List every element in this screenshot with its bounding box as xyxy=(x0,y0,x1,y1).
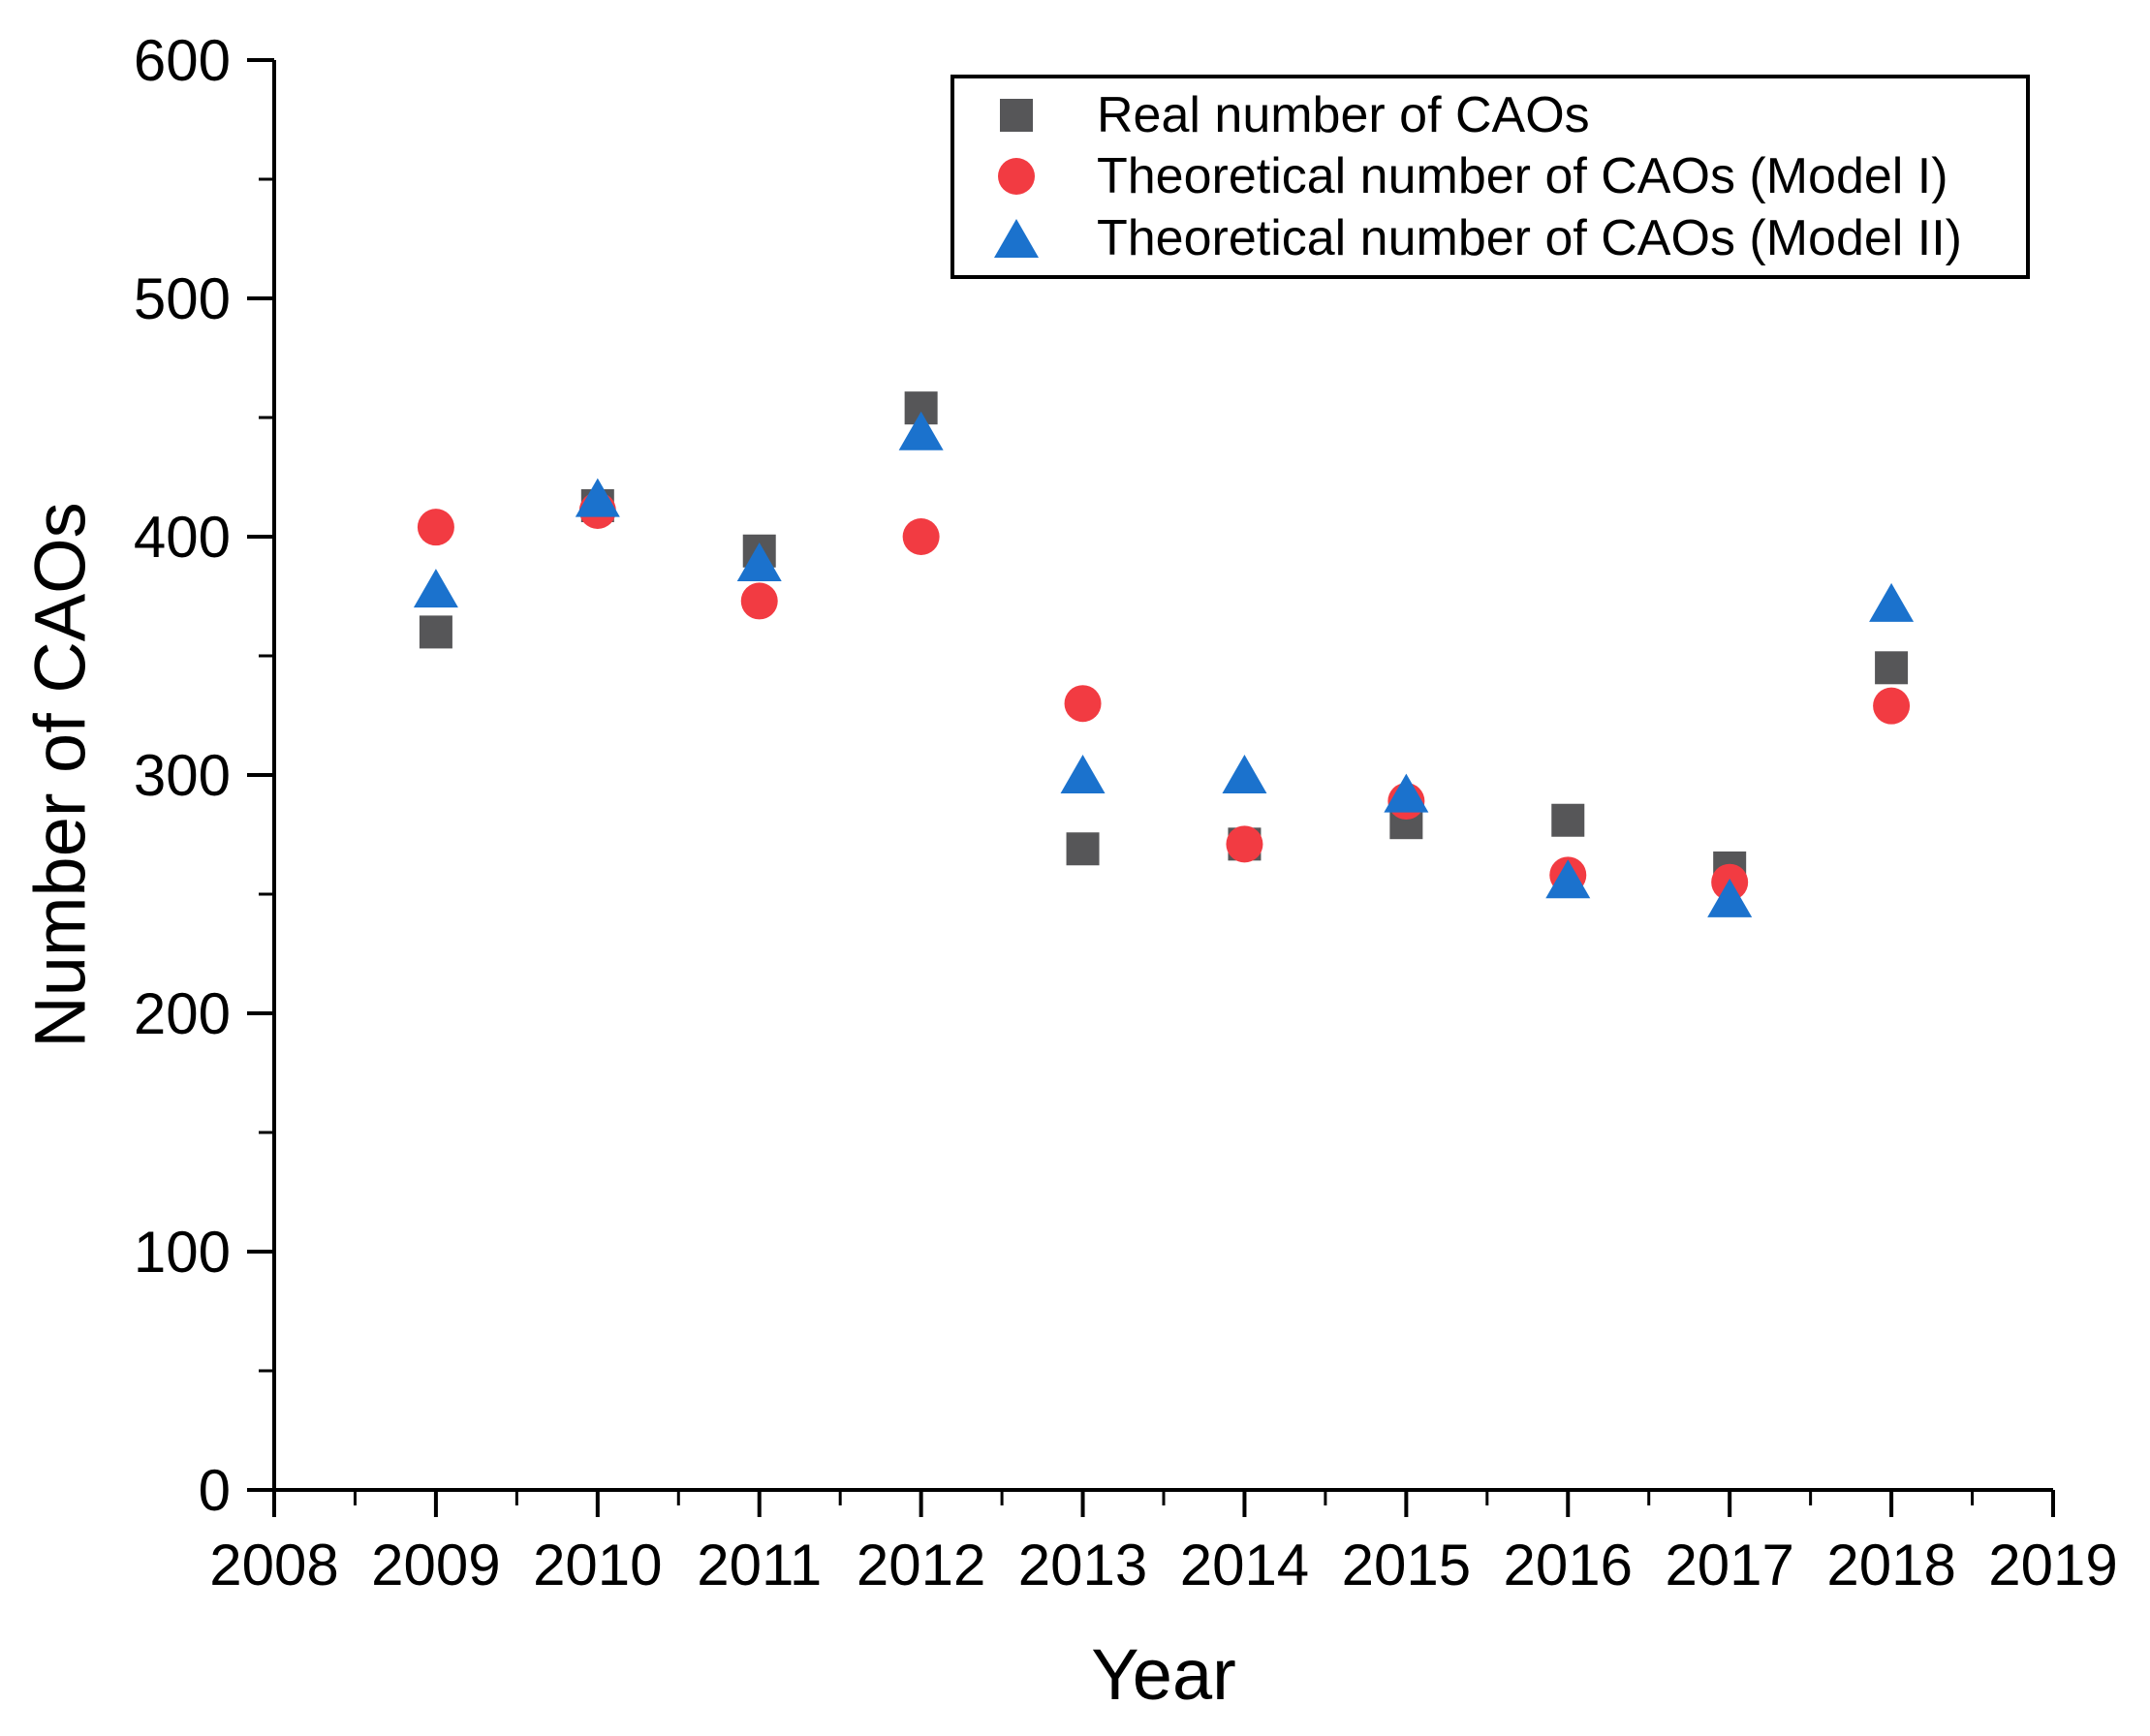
triangle-marker-2014 xyxy=(1222,755,1267,793)
triangle-marker-icon xyxy=(994,219,1039,259)
y-tick-label-0: 0 xyxy=(199,1458,231,1523)
circle-marker-2013 xyxy=(1064,685,1102,723)
square-marker-2018 xyxy=(1875,651,1909,685)
legend-item-model-2: Theoretical number of CAOs (Model II) xyxy=(954,209,2026,267)
triangle-marker-2018 xyxy=(1869,582,1915,622)
x-tick-label-2018: 2018 xyxy=(1826,1533,1955,1597)
x-tick-label-2012: 2012 xyxy=(857,1533,985,1597)
x-tick-label-2010: 2010 xyxy=(533,1533,662,1597)
y-tick-label-400: 400 xyxy=(134,505,231,570)
y-tick-label-500: 500 xyxy=(134,266,231,331)
y-tick-labels: 0 100 200 300 400 500 600 xyxy=(134,28,231,1523)
legend-item-model-1: Theoretical number of CAOs (Model I) xyxy=(954,147,2026,205)
legend-marker-box xyxy=(994,93,1039,138)
x-tick-label-2017: 2017 xyxy=(1665,1533,1793,1597)
x-tick-label-2013: 2013 xyxy=(1018,1533,1147,1597)
x-tick-label-2008: 2008 xyxy=(209,1533,338,1597)
x-tick-label-2014: 2014 xyxy=(1180,1533,1309,1597)
y-tick-label-100: 100 xyxy=(134,1220,231,1285)
triangle-marker-2013 xyxy=(1060,755,1106,793)
square-marker-2013 xyxy=(1066,832,1100,866)
data-points xyxy=(413,391,1915,917)
x-tick-label-2011: 2011 xyxy=(697,1533,822,1597)
x-tick-labels: 2008 2009 2010 2011 2012 2013 2014 2015 2016 2017… xyxy=(209,1533,2117,1597)
legend-item-label: Theoretical number of CAOs (Model II) xyxy=(1097,210,1962,267)
circle-marker-2014 xyxy=(1226,825,1263,863)
square-marker-icon xyxy=(1000,98,1033,132)
circle-marker-2011 xyxy=(740,582,778,620)
y-tick-label-300: 300 xyxy=(134,743,231,808)
circle-marker-2009 xyxy=(417,509,454,546)
legend-marker-box xyxy=(994,216,1039,261)
circle-marker-2018 xyxy=(1873,687,1911,725)
x-tick-label-2015: 2015 xyxy=(1342,1533,1471,1597)
legend: Real number of CAOs Theoretical number o… xyxy=(950,75,2030,279)
square-marker-2009 xyxy=(419,615,452,649)
triangle-marker-2017 xyxy=(1707,878,1753,917)
x-tick-label-2016: 2016 xyxy=(1504,1533,1633,1597)
y-tick-label-200: 200 xyxy=(134,981,231,1046)
y-axis-title: Number of CAOs xyxy=(19,502,101,1048)
legend-item-label: Real number of CAOs xyxy=(1097,86,1590,143)
y-tick-label-600: 600 xyxy=(134,28,231,93)
x-axis-ticks xyxy=(272,1490,2055,1517)
legend-marker-box xyxy=(994,154,1039,199)
square-marker-2016 xyxy=(1551,803,1585,837)
circle-marker-2012 xyxy=(902,518,940,555)
triangle-marker-2009 xyxy=(413,569,458,608)
y-axis-ticks xyxy=(247,58,274,1492)
legend-item-label: Theoretical number of CAOs (Model I) xyxy=(1097,148,1948,205)
triangle-marker-2016 xyxy=(1545,859,1591,899)
circle-marker-icon xyxy=(998,158,1035,196)
triangle-marker-2012 xyxy=(898,411,944,450)
legend-item-real: Real number of CAOs xyxy=(954,86,2026,144)
triangle-marker-2011 xyxy=(736,542,782,582)
x-tick-label-2009: 2009 xyxy=(371,1533,500,1597)
triangle-marker-2010 xyxy=(575,478,620,517)
triangle-marker-2015 xyxy=(1384,773,1429,813)
x-axis-title: Year xyxy=(1091,1634,1236,1715)
x-tick-label-2019: 2019 xyxy=(1988,1533,2117,1597)
